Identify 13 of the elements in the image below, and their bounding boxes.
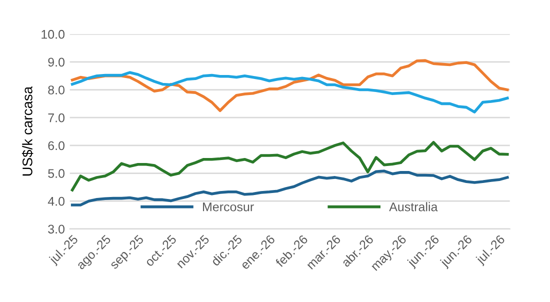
y-tick-label: 9.0 xyxy=(48,58,64,67)
y-tick-label: 3.0 xyxy=(48,224,64,234)
legend-label: Mercosur xyxy=(203,202,254,212)
y-tick-label: 7.0 xyxy=(48,113,64,122)
y-tick-label: 4.0 xyxy=(48,196,64,206)
line-series xyxy=(70,71,509,114)
y-axis-title: US$/k carcasa xyxy=(22,86,34,176)
y-tick-label: 5.0 xyxy=(48,169,64,178)
line-series xyxy=(70,140,509,192)
legend-label: Australia xyxy=(389,202,438,212)
y-tick-label: 8.0 xyxy=(48,86,64,94)
y-tick-label: 10.0 xyxy=(42,30,64,39)
y-tick-label: 6.0 xyxy=(48,141,64,150)
